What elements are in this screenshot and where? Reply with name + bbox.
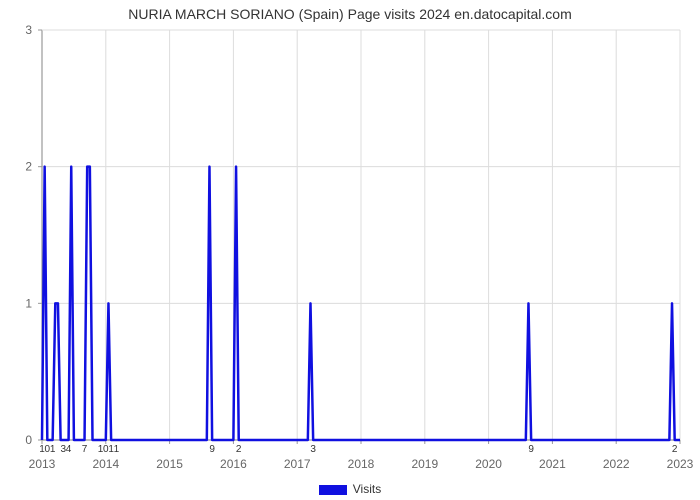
svg-text:2013: 2013 (29, 457, 56, 471)
svg-text:3: 3 (310, 444, 316, 455)
chart-title: NURIA MARCH SORIANO (Spain) Page visits … (0, 6, 700, 22)
svg-text:2: 2 (25, 160, 32, 174)
legend-label: Visits (353, 482, 381, 496)
svg-text:1: 1 (25, 296, 32, 310)
svg-text:0: 0 (25, 433, 32, 447)
svg-text:2023: 2023 (667, 457, 694, 471)
svg-text:1: 1 (50, 444, 56, 455)
svg-text:1: 1 (114, 444, 120, 455)
svg-text:2020: 2020 (475, 457, 502, 471)
svg-text:2018: 2018 (348, 457, 375, 471)
svg-text:9: 9 (209, 444, 215, 455)
svg-text:9: 9 (528, 444, 534, 455)
chart-legend: Visits (0, 482, 700, 496)
svg-text:2: 2 (672, 444, 678, 455)
svg-text:2015: 2015 (156, 457, 183, 471)
svg-text:2019: 2019 (411, 457, 438, 471)
svg-text:2016: 2016 (220, 457, 247, 471)
svg-text:2022: 2022 (603, 457, 630, 471)
svg-text:3: 3 (25, 23, 32, 37)
chart-canvas: 0 1 2 3 2013 2014 2015 2016 2017 2018 2019 2020 2021… (0, 0, 700, 500)
svg-text:2014: 2014 (92, 457, 119, 471)
svg-text:7: 7 (82, 444, 88, 455)
visits-chart: NURIA MARCH SORIANO (Spain) Page visits … (0, 0, 700, 500)
svg-text:2: 2 (236, 444, 242, 455)
legend-swatch (319, 485, 347, 495)
svg-text:2017: 2017 (284, 457, 311, 471)
svg-text:4: 4 (66, 444, 72, 455)
svg-text:2021: 2021 (539, 457, 566, 471)
